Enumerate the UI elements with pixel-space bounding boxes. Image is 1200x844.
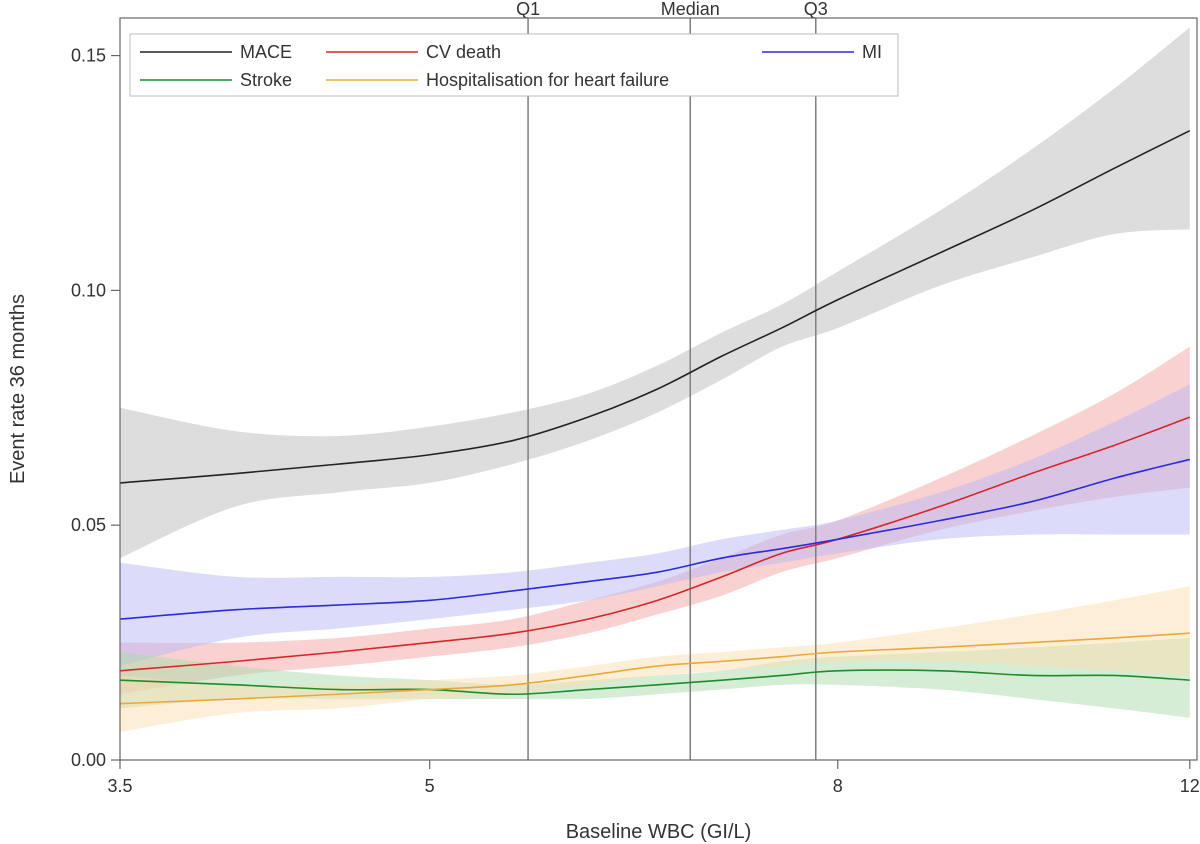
x-tick-label: 12: [1180, 776, 1200, 796]
legend-label-hospitalisation-for-heart-failure: Hospitalisation for heart failure: [426, 70, 669, 90]
axes: 3.5 5 8 12 0.00 0.05 0.10 0.15: [71, 17, 1200, 796]
x-axis-label: Baseline WBC (GI/L): [566, 821, 752, 843]
hospitalisation-for-heart-failure-line: [119, 632, 1190, 705]
x-tick-label: 3.5: [107, 776, 132, 796]
legend-label-mi: MI: [862, 42, 882, 62]
series-lines: [119, 129, 1191, 705]
mi-confidence-band: [120, 384, 1190, 667]
reference-lines: Q1 Median Q3: [516, 0, 828, 760]
reference-label-q3: Q3: [804, 0, 828, 19]
legend: MACE CV death MI Stroke Hospitalisation for …: [129, 33, 899, 97]
y-axis-label: Event rate 36 months: [7, 294, 29, 484]
mace-confidence-band: [120, 27, 1190, 559]
hospitalisation-for-heart-failure-confidence-band: [120, 586, 1190, 732]
y-tick-label: 0.10: [71, 280, 106, 300]
mi-line: [119, 458, 1190, 620]
x-tick-label: 8: [833, 776, 843, 796]
stroke-line: [119, 669, 1190, 696]
reference-label-q1: Q1: [516, 0, 540, 19]
confidence-bands: [120, 27, 1190, 732]
reference-label-median: Median: [661, 0, 720, 19]
legend-box: [129, 33, 899, 97]
x-tick-label: 5: [425, 776, 435, 796]
y-tick-label: 0.00: [71, 750, 106, 770]
legend-label-stroke: Stroke: [240, 70, 292, 90]
plot-frame: [119, 17, 1198, 761]
legend-label-mace: MACE: [240, 42, 292, 62]
y-tick-label: 0.05: [71, 515, 106, 535]
y-tick-label: 0.15: [71, 46, 106, 66]
cv-death-line: [119, 416, 1191, 672]
mace-line: [119, 129, 1191, 484]
legend-label-cv-death: CV death: [426, 42, 501, 62]
